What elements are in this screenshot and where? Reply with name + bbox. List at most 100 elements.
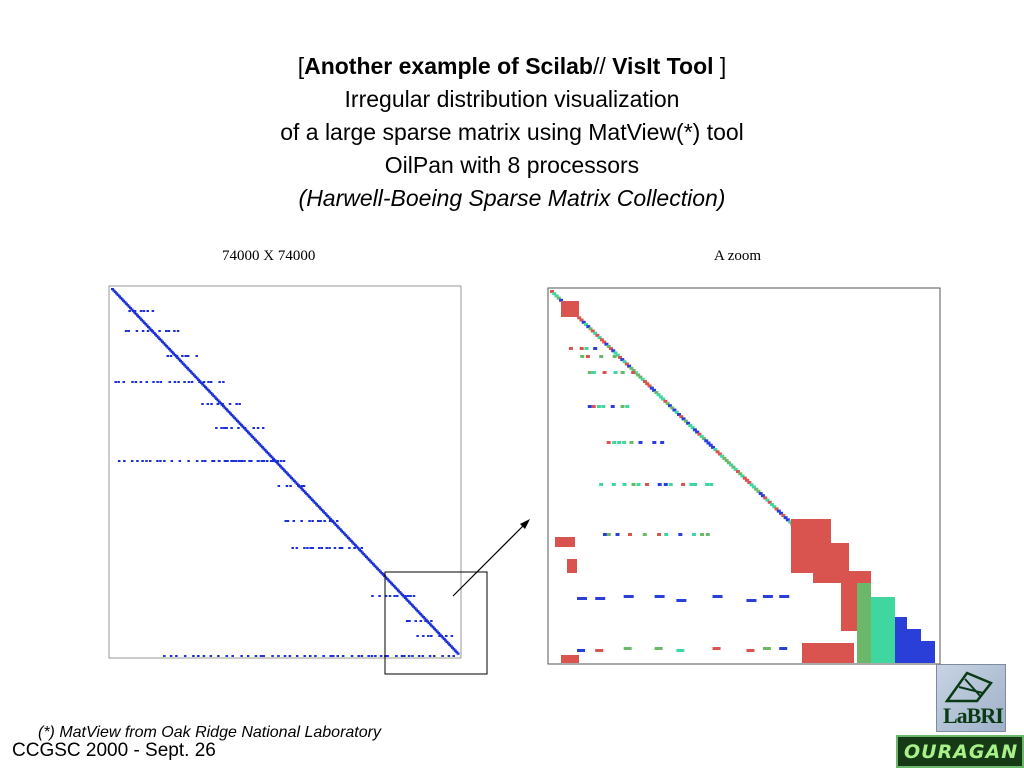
zoom-diagonal-nonzero <box>729 463 734 467</box>
offdiagonal-nonzero <box>323 520 326 522</box>
diagonal-nonzero <box>370 561 374 564</box>
zoom-offdiagonal-nonzero <box>654 647 663 650</box>
diagonal-nonzero <box>230 413 234 417</box>
zoom-diagonal-nonzero <box>633 371 638 375</box>
offdiagonal-nonzero <box>156 381 159 383</box>
zoom-diagonal-nonzero <box>550 290 554 293</box>
offdiagonal-nonzero <box>370 655 374 657</box>
offdiagonal-nonzero <box>173 381 177 383</box>
offdiagonal-nonzero <box>417 655 421 657</box>
offdiagonal-nonzero <box>328 547 331 549</box>
diagonal-nonzero <box>172 352 176 355</box>
diagonal-nonzero <box>259 444 263 447</box>
diagonal-nonzero <box>305 492 309 496</box>
diagonal-nonzero <box>165 345 169 348</box>
offdiagonal-nonzero <box>441 655 444 657</box>
offdiagonal-nonzero <box>284 520 287 522</box>
diagonal-nonzero <box>294 481 298 484</box>
labri-logo: LaBRI <box>936 664 1006 732</box>
zoom-offdiagonal-nonzero <box>577 597 587 600</box>
diagonal-nonzero <box>442 637 446 641</box>
offdiagonal-nonzero <box>286 520 290 522</box>
offdiagonal-nonzero <box>217 655 220 657</box>
diagonal-nonzero <box>270 456 274 459</box>
diagonal-nonzero <box>244 428 248 431</box>
diagonal-nonzero <box>389 582 393 585</box>
zoom-diagonal-nonzero <box>776 509 781 513</box>
offdiagonal-nonzero <box>374 655 377 657</box>
diagonal-nonzero <box>206 389 210 392</box>
diagonal-nonzero <box>205 387 209 390</box>
offdiagonal-nonzero <box>192 655 195 657</box>
offdiagonal-nonzero <box>168 381 172 383</box>
offdiagonal-nonzero <box>260 460 264 462</box>
offdiagonal-nonzero <box>404 595 407 597</box>
diagonal-nonzero <box>240 424 244 427</box>
diagonal-nonzero <box>441 636 445 639</box>
diagonal-nonzero <box>237 421 241 424</box>
diagonal-nonzero <box>260 446 264 449</box>
diagonal-nonzero <box>231 415 235 418</box>
offdiagonal-nonzero <box>381 573 385 575</box>
diagonal-nonzero <box>276 462 280 465</box>
diagonal-nonzero <box>362 552 366 556</box>
zoom-offdiagonal-nonzero <box>654 595 665 598</box>
diagonal-nonzero <box>210 393 214 396</box>
zoom-diagonal-nonzero <box>661 397 666 401</box>
diagonal-nonzero <box>394 586 398 589</box>
diagonal-nonzero <box>266 451 270 455</box>
offdiagonal-nonzero <box>218 460 221 462</box>
zoom-diagonal-nonzero <box>647 384 652 388</box>
diagonal-nonzero <box>348 538 352 541</box>
zoom-diagonal-nonzero <box>577 316 582 320</box>
offdiagonal-nonzero <box>146 330 150 332</box>
diagonal-nonzero <box>278 465 282 468</box>
offdiagonal-nonzero <box>427 635 430 637</box>
right-panel-caption: A zoom <box>714 248 762 264</box>
offdiagonal-nonzero <box>311 520 314 522</box>
zoom-diagonal-nonzero <box>738 472 743 476</box>
slide-title: [Another example of Scilab// VisIt Tool … <box>0 50 1024 215</box>
offdiagonal-nonzero <box>141 330 145 332</box>
zoom-offdiagonal-nonzero <box>625 405 630 408</box>
zoom-diagonal-nonzero <box>597 336 602 340</box>
diagonal-nonzero <box>197 378 201 381</box>
diagonal-nonzero <box>267 453 271 456</box>
diagonal-nonzero <box>144 323 148 326</box>
diagonal-nonzero <box>176 356 180 360</box>
offdiagonal-nonzero <box>395 595 399 597</box>
title-line-4: OilPan with 8 processors <box>384 152 640 178</box>
zoom-block <box>907 629 921 663</box>
diagonal-nonzero <box>113 290 117 294</box>
diagonal-nonzero <box>120 298 124 301</box>
ouragan-logo-text: OURAGAN <box>904 741 1019 763</box>
slide-footer: CCGSC 2000 - Sept. 26 <box>12 740 216 761</box>
diagonal-nonzero <box>195 377 199 380</box>
diagonal-nonzero <box>456 652 460 655</box>
diagonal-nonzero <box>158 337 162 340</box>
diagonal-nonzero <box>127 305 131 308</box>
diagonal-nonzero <box>298 485 302 488</box>
offdiagonal-nonzero <box>190 381 194 383</box>
offdiagonal-nonzero <box>317 547 321 549</box>
zoom-arrow <box>452 519 530 597</box>
diagonal-nonzero <box>426 620 430 623</box>
diagonal-nonzero <box>439 634 443 638</box>
zoom-diagonal-nonzero <box>772 505 777 509</box>
zoom-offdiagonal-nonzero <box>601 405 606 408</box>
offdiagonal-nonzero <box>295 547 299 549</box>
zoom-offdiagonal-nonzero <box>638 441 643 444</box>
offdiagonal-nonzero <box>419 620 423 622</box>
diagonal-nonzero <box>341 531 345 534</box>
offdiagonal-nonzero <box>309 547 312 549</box>
zoom-block <box>555 537 575 547</box>
zoom-block <box>561 655 579 663</box>
diagonal-nonzero <box>194 375 198 379</box>
zoom-diagonal-nonzero <box>663 399 668 403</box>
offdiagonal-nonzero <box>432 655 436 657</box>
diagonal-nonzero <box>245 430 249 433</box>
diagonal-nonzero <box>437 632 441 635</box>
zoom-diagonal-nonzero <box>745 478 750 482</box>
diagonal-nonzero <box>162 342 166 345</box>
diagonal-nonzero <box>452 648 456 651</box>
